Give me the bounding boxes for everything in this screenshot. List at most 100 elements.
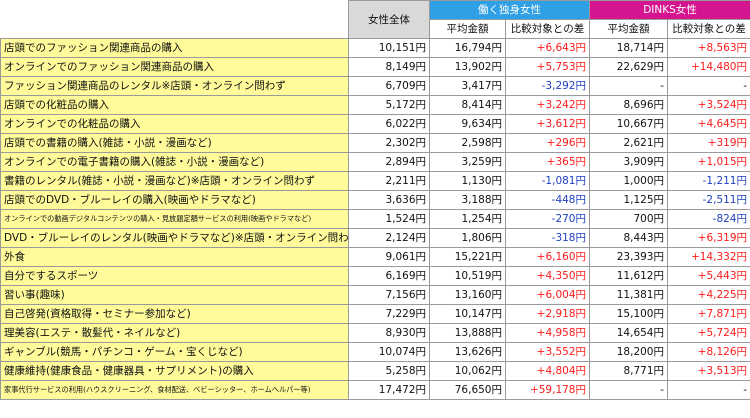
total-value: 10,074円 <box>348 342 430 362</box>
dinks-diff-value: +4,225円 <box>667 285 750 305</box>
table-row: 自己啓発(資格取得・セミナー参加など) 7,229円 10,147円 +2,918円 1… <box>0 304 750 324</box>
single-avg-value: 9,634円 <box>429 114 506 134</box>
dinks-avg-value: 8,696円 <box>589 95 668 115</box>
total-value: 6,169円 <box>348 266 430 286</box>
table-row: 外食 9,061円 15,221円 +6,160円 23,393円 +14,332円 <box>0 247 750 267</box>
table-row: オンラインでの化粧品の購入 6,022円 9,634円 +3,612円 10,667円 +… <box>0 114 750 134</box>
single-diff-value: -3,292円 <box>505 76 590 96</box>
table-row: 書籍のレンタル(雑誌・小説・漫画など)※店頭・オンライン問わず 2,211円 1,1… <box>0 171 750 191</box>
table-row: オンラインでのファッション関連商品の購入 8,149円 13,902円 +5,753円… <box>0 57 750 77</box>
dinks-avg-value: 8,443円 <box>589 228 668 248</box>
row-label: 習い事(趣味) <box>0 285 349 305</box>
row-label: 店頭でのDVD・ブルーレイの購入(映画やドラマなど) <box>0 190 349 210</box>
single-diff-value: +4,958円 <box>505 323 590 343</box>
single-avg-value: 13,626円 <box>429 342 506 362</box>
header-dinks-women: DINKS女性 <box>589 0 750 20</box>
single-avg-value: 2,598円 <box>429 133 506 153</box>
dinks-avg-value: 18,200円 <box>589 342 668 362</box>
header-dinks-diff: 比較対象との差 <box>667 19 750 39</box>
dinks-diff-value: -2,511円 <box>667 190 750 210</box>
table-row: 自分でするスポーツ 6,169円 10,519円 +4,350円 11,612円 +5,4… <box>0 266 750 286</box>
single-diff-value: +59,178円 <box>505 380 590 400</box>
dinks-diff-value: +4,645円 <box>667 114 750 134</box>
single-avg-value: 16,794円 <box>429 38 506 58</box>
dinks-avg-value: 1,000円 <box>589 171 668 191</box>
dinks-avg-value: 15,100円 <box>589 304 668 324</box>
row-label: ファッション関連商品のレンタル※店頭・オンライン問わず <box>0 76 349 96</box>
dinks-avg-value: 18,714円 <box>589 38 668 58</box>
dinks-avg-value: 11,612円 <box>589 266 668 286</box>
single-avg-value: 3,417円 <box>429 76 506 96</box>
dinks-diff-value: +3,524円 <box>667 95 750 115</box>
dinks-diff-value: - <box>667 76 750 96</box>
spending-comparison-table: 女性全体 働く独身女性 DINKS女性 平均金額 比較対象との差 平均金額 比較… <box>0 0 750 400</box>
header-row-sub: 平均金額 比較対象との差 平均金額 比較対象との差 <box>1 19 750 39</box>
dinks-diff-value: +8,126円 <box>667 342 750 362</box>
single-avg-value: 1,130円 <box>429 171 506 191</box>
total-value: 17,472円 <box>348 380 430 400</box>
total-value: 2,211円 <box>348 171 430 191</box>
table-row: 店頭での書籍の購入(雑誌・小説・漫画など) 2,302円 2,598円 +296円 2,… <box>0 133 750 153</box>
header-total: 女性全体 <box>348 0 430 39</box>
row-label: DVD・ブルーレイのレンタル(映画やドラマなど)※店頭・オンライン問わず <box>0 228 349 248</box>
row-label: 家事代行サービスの利用(ハウスクリーニング、食材配送、ベビーシッター、ホームヘル… <box>0 380 349 400</box>
table-row: 健康維持(健康食品・健康器具・サプリメント)の購入 5,258円 10,062円 +4… <box>0 361 750 381</box>
single-avg-value: 3,188円 <box>429 190 506 210</box>
dinks-diff-value: +3,513円 <box>667 361 750 381</box>
row-label: オンラインでの化粧品の購入 <box>0 114 349 134</box>
dinks-avg-value: 23,393円 <box>589 247 668 267</box>
dinks-diff-value: +5,724円 <box>667 323 750 343</box>
single-diff-value: +6,004円 <box>505 285 590 305</box>
total-value: 2,124円 <box>348 228 430 248</box>
header-single-diff: 比較対象との差 <box>505 19 590 39</box>
total-value: 2,894円 <box>348 152 430 172</box>
dinks-diff-value: +5,443円 <box>667 266 750 286</box>
header-dinks-avg: 平均金額 <box>589 19 668 39</box>
dinks-diff-value: +8,563円 <box>667 38 750 58</box>
single-diff-value: +365円 <box>505 152 590 172</box>
total-value: 7,156円 <box>348 285 430 305</box>
dinks-avg-value: 1,125円 <box>589 190 668 210</box>
table-row: オンラインでの動画デジタルコンテンツの購入・見放題定額サービスの利用(映画やドラ… <box>0 209 750 229</box>
dinks-avg-value: 8,771円 <box>589 361 668 381</box>
single-diff-value: +3,552円 <box>505 342 590 362</box>
row-label: ギャンブル(競馬・パチンコ・ゲーム・宝くじなど) <box>0 342 349 362</box>
table-row: 習い事(趣味) 7,156円 13,160円 +6,004円 11,381円 +4,225… <box>0 285 750 305</box>
row-label: オンラインでの電子書籍の購入(雑誌・小説・漫画など) <box>0 152 349 172</box>
dinks-diff-value: -1,211円 <box>667 171 750 191</box>
table-row: DVD・ブルーレイのレンタル(映画やドラマなど)※店頭・オンライン問わず 2,12… <box>0 228 750 248</box>
dinks-diff-value: +14,332円 <box>667 247 750 267</box>
total-value: 2,302円 <box>348 133 430 153</box>
table-row: 家事代行サービスの利用(ハウスクリーニング、食材配送、ベビーシッター、ホームヘル… <box>0 380 750 400</box>
single-avg-value: 13,160円 <box>429 285 506 305</box>
total-value: 1,524円 <box>348 209 430 229</box>
row-label: 自己啓発(資格取得・セミナー参加など) <box>0 304 349 324</box>
dinks-diff-value: +14,480円 <box>667 57 750 77</box>
single-diff-value: +3,612円 <box>505 114 590 134</box>
single-avg-value: 15,221円 <box>429 247 506 267</box>
dinks-diff-value: - <box>667 380 750 400</box>
single-diff-value: -318円 <box>505 228 590 248</box>
table-row: 理美容(エステ・散髪代・ネイルなど) 8,930円 13,888円 +4,958円 14… <box>0 323 750 343</box>
row-label: 自分でするスポーツ <box>0 266 349 286</box>
single-avg-value: 10,147円 <box>429 304 506 324</box>
single-avg-value: 76,650円 <box>429 380 506 400</box>
row-label: 健康維持(健康食品・健康器具・サプリメント)の購入 <box>0 361 349 381</box>
dinks-avg-value: 14,654円 <box>589 323 668 343</box>
total-value: 10,151円 <box>348 38 430 58</box>
single-diff-value: -448円 <box>505 190 590 210</box>
single-avg-value: 13,902円 <box>429 57 506 77</box>
table-row: 店頭でのDVD・ブルーレイの購入(映画やドラマなど) 3,636円 3,188円 -4… <box>0 190 750 210</box>
dinks-diff-value: +6,319円 <box>667 228 750 248</box>
single-diff-value: +5,753円 <box>505 57 590 77</box>
single-diff-value: -1,081円 <box>505 171 590 191</box>
row-label: 店頭での書籍の購入(雑誌・小説・漫画など) <box>0 133 349 153</box>
total-value: 5,172円 <box>348 95 430 115</box>
table-row: オンラインでの電子書籍の購入(雑誌・小説・漫画など) 2,894円 3,259円 +3… <box>0 152 750 172</box>
row-label: 店頭でのファッション関連商品の購入 <box>0 38 349 58</box>
total-value: 8,930円 <box>348 323 430 343</box>
row-label: オンラインでの動画デジタルコンテンツの購入・見放題定額サービスの利用(映画やドラ… <box>0 209 349 229</box>
single-avg-value: 13,888円 <box>429 323 506 343</box>
single-avg-value: 10,062円 <box>429 361 506 381</box>
table-row: 店頭での化粧品の購入 5,172円 8,414円 +3,242円 8,696円 +3,52… <box>0 95 750 115</box>
